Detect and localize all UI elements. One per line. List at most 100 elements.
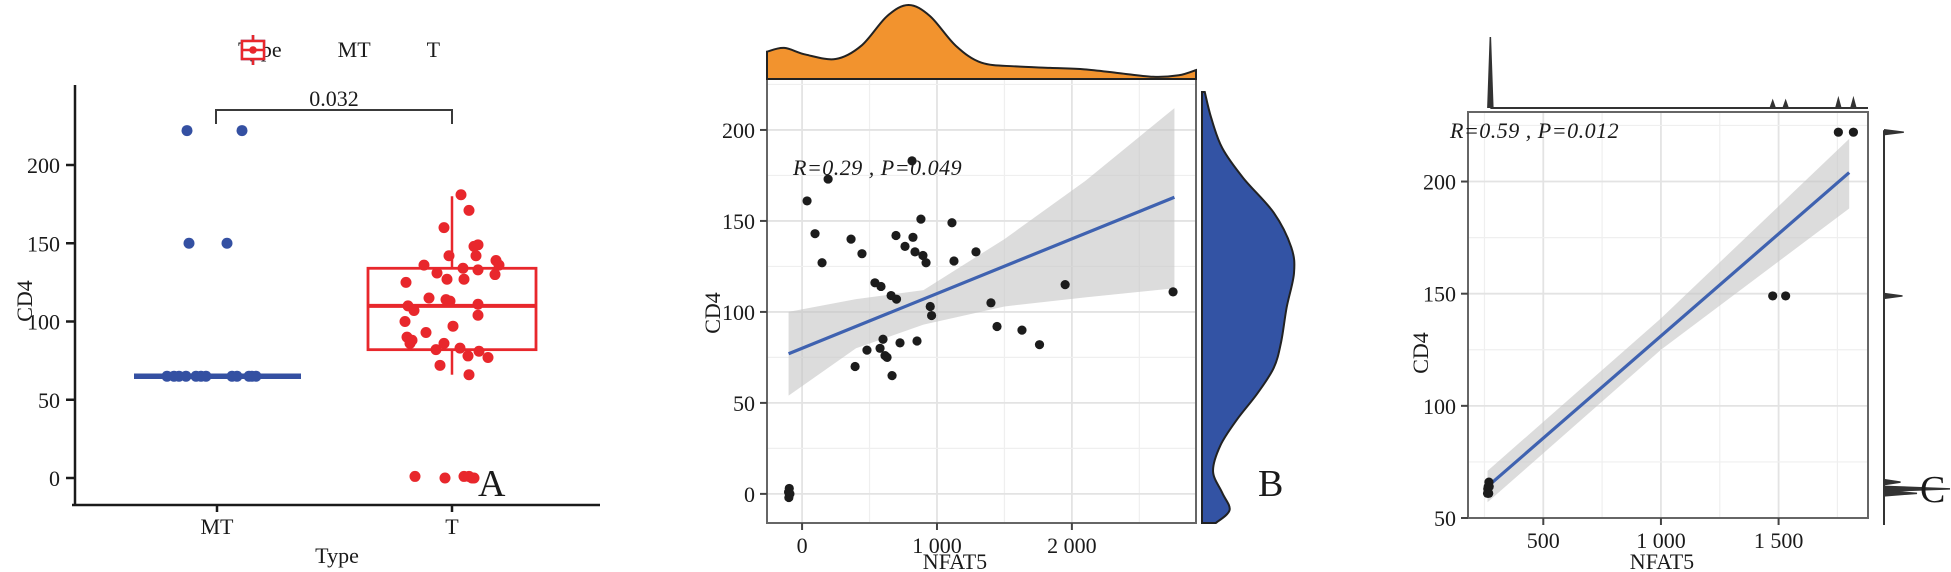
- panel-b: 0 50 100 150 200 0 1 000 2 000: [722, 3, 1296, 558]
- data-point: [1768, 291, 1778, 301]
- t-data-point: [458, 273, 470, 285]
- panel-b-letter: B: [1258, 463, 1284, 505]
- data-point: [900, 241, 910, 252]
- confidence-band: [1487, 138, 1850, 503]
- right-marginal-spike: [1883, 485, 1951, 493]
- panel-c-annotation: R=0.59 , P=0.012: [1450, 118, 1620, 143]
- y-tick-label: 200: [27, 153, 60, 178]
- y-tick-label: 200: [722, 118, 755, 143]
- right-marginal-spike: [1883, 292, 1903, 300]
- mt-data-point: [236, 125, 248, 137]
- significance-label: 0.032: [309, 86, 359, 111]
- t-data-point: [439, 472, 451, 484]
- t-data-point: [441, 273, 453, 285]
- t-data-point: [455, 189, 467, 201]
- y-tick-label: 50: [38, 388, 60, 413]
- t-data-point: [463, 204, 475, 216]
- t-data-point: [423, 292, 435, 304]
- data-point: [887, 371, 897, 381]
- data-point: [916, 214, 926, 224]
- data-point: [1484, 488, 1494, 498]
- x-tick-label: 1 000: [1636, 528, 1686, 553]
- data-point: [876, 281, 886, 292]
- t-data-point: [447, 320, 459, 332]
- data-point: [784, 492, 794, 503]
- data-point: [992, 321, 1002, 332]
- t-data-point: [444, 295, 456, 307]
- panel-a: 0 50 100 150 200 MT T: [27, 85, 600, 539]
- mt-data-point: [231, 370, 243, 382]
- mt-data-point: [221, 237, 233, 249]
- y-tick-label: 150: [27, 231, 60, 256]
- t-data-point: [443, 250, 455, 262]
- t-data-point: [468, 472, 480, 484]
- t-data-point: [418, 259, 430, 271]
- t-data-point: [457, 262, 469, 274]
- mt-data-point: [181, 125, 193, 137]
- data-point: [910, 247, 920, 257]
- panel-c-ylabel: CD4: [1407, 332, 1433, 374]
- significance-bracket: [215, 109, 453, 124]
- boxplot-glyph-t-icon: [240, 33, 414, 67]
- legend-entry-mt: MT: [337, 37, 371, 62]
- data-point: [926, 310, 937, 321]
- data-point: [925, 301, 935, 312]
- y-tick-label: 100: [1423, 394, 1456, 419]
- y-tick-label: 50: [733, 391, 755, 416]
- x-tick-label: 1 000: [912, 533, 962, 558]
- data-point: [810, 229, 820, 239]
- t-data-point: [430, 344, 442, 356]
- data-point: [882, 352, 892, 363]
- t-data-point: [463, 369, 475, 381]
- data-point: [857, 249, 867, 259]
- data-point: [1034, 340, 1045, 350]
- panel-a-ylabel: CD4: [11, 280, 37, 322]
- t-data-point: [400, 276, 412, 288]
- data-point: [1848, 127, 1859, 137]
- t-data-point: [420, 326, 432, 338]
- x-tick-label: 2 000: [1047, 533, 1097, 558]
- data-point: [891, 294, 902, 304]
- data-point: [1833, 127, 1843, 137]
- data-point: [918, 250, 928, 261]
- mt-data-point: [200, 370, 212, 382]
- data-point: [817, 258, 827, 268]
- t-data-point: [470, 250, 482, 262]
- data-point: [1017, 325, 1027, 335]
- data-point: [912, 336, 922, 346]
- data-point: [862, 345, 872, 355]
- t-data-point: [434, 359, 446, 371]
- t-data-point: [409, 470, 421, 482]
- y-tick-label: 100: [722, 300, 755, 325]
- plot-border: [1467, 111, 1869, 519]
- t-data-point: [399, 316, 411, 327]
- legend: Type MT T: [238, 33, 440, 67]
- data-point: [850, 361, 860, 372]
- data-point: [1484, 481, 1494, 492]
- x-category-label: MT: [201, 514, 235, 539]
- t-box: [366, 266, 538, 352]
- y-tick-label: 150: [1423, 282, 1456, 307]
- t-data-point: [454, 342, 466, 354]
- right-marginal-density: [1201, 91, 1296, 524]
- t-data-point: [438, 337, 450, 349]
- data-point: [986, 298, 996, 308]
- panel-b-ylabel: CD4: [699, 292, 725, 334]
- top-marginal-spike: [1850, 95, 1857, 109]
- top-marginal-spike: [1769, 98, 1776, 109]
- y-tick-label: 50: [1434, 506, 1456, 531]
- data-point: [907, 156, 917, 166]
- t-data-point: [431, 267, 443, 279]
- data-point: [875, 343, 885, 353]
- data-point: [1781, 291, 1791, 301]
- data-point: [802, 196, 812, 206]
- regression-line: [787, 195, 1176, 356]
- y-tick-label: 200: [1423, 170, 1456, 195]
- data-point: [921, 258, 931, 268]
- data-point: [895, 338, 905, 348]
- mt-data-point: [183, 237, 195, 249]
- t-data-point: [408, 305, 420, 317]
- top-marginal-density: [766, 3, 1197, 80]
- t-data-point: [462, 350, 474, 362]
